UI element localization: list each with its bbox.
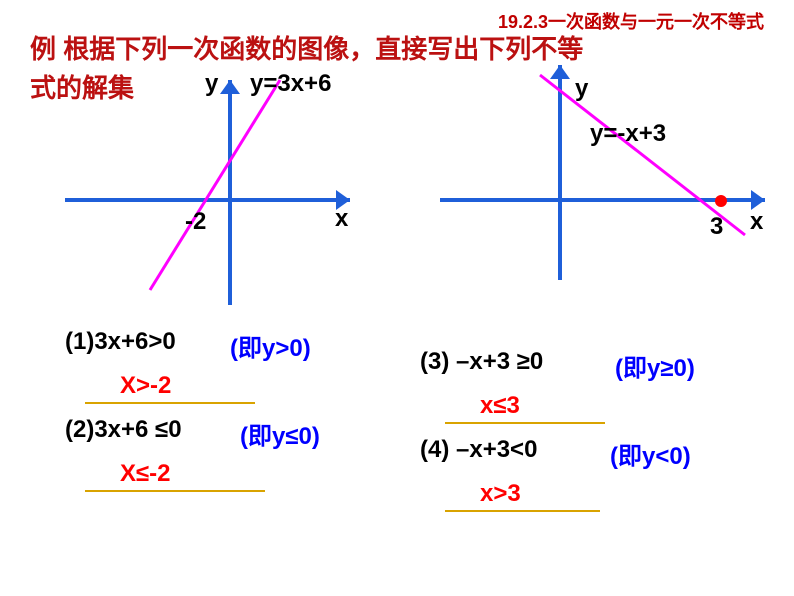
line-equation-right: y=-x+3 (590, 120, 666, 148)
y-axis-label-right: y (575, 75, 588, 103)
inequality-1-note: (即y>0) (230, 328, 311, 363)
inequality-4-note: (即y<0) (610, 436, 691, 471)
x-axis-label-right: x (750, 208, 763, 236)
x-axis-label-left: x (335, 205, 348, 233)
inequality-3: (3) –x+3 ≥0 (420, 348, 543, 376)
underline-4 (445, 510, 600, 512)
graph-left: y x y=3x+6 -2 (60, 70, 360, 320)
answer-3: x≤3 (480, 392, 520, 420)
underline-2 (85, 490, 265, 492)
inequality-2: (2)3x+6 ≤0 (65, 416, 182, 444)
underline-3 (445, 422, 605, 424)
inequality-3-note: (即y≥0) (615, 348, 695, 383)
answer-1: X>-2 (120, 372, 171, 400)
graph-right: y x y=-x+3 3 (430, 55, 770, 285)
tick-label-right: 3 (710, 213, 723, 241)
graph-right-svg (430, 55, 770, 285)
header-text: 19.2.3一次函数与一元一次不等式 (498, 12, 764, 32)
answer-2: X≤-2 (120, 460, 171, 488)
y-axis-label-left: y (205, 70, 218, 98)
underline-1 (85, 402, 255, 404)
inequality-2-note: (即y≤0) (240, 416, 320, 451)
answer-4: x>3 (480, 480, 521, 508)
tick-label-left: -2 (185, 208, 206, 236)
inequality-4: (4) –x+3<0 (420, 436, 537, 464)
graph-left-svg (60, 70, 360, 320)
intercept-dot (715, 195, 727, 207)
line-equation-left: y=3x+6 (250, 70, 331, 98)
inequality-1: (1)3x+6>0 (65, 328, 176, 356)
